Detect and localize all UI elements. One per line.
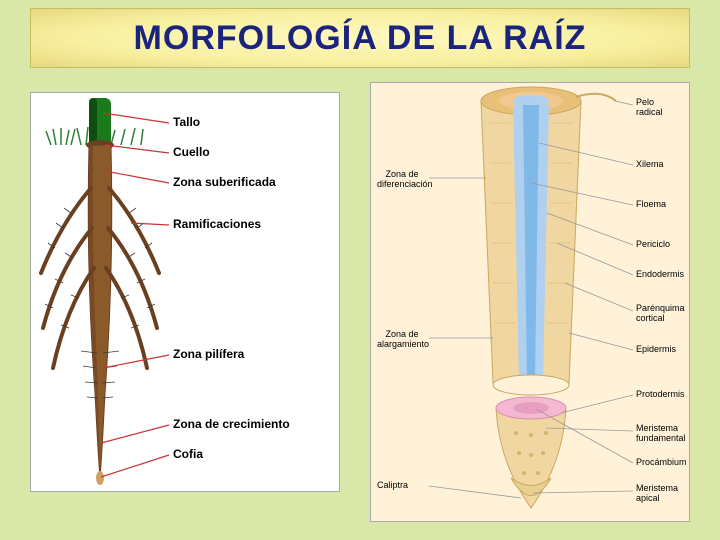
- tip-procambium: [513, 402, 549, 414]
- label-pilifera: Zona pilífera: [173, 347, 244, 361]
- label-periciclo: Periciclo: [636, 239, 670, 249]
- label-epidermis: Epidermis: [636, 344, 676, 354]
- label-pelo: Peloradical: [636, 97, 663, 117]
- label-zona-alarg: Zona dealargamiento: [377, 329, 427, 349]
- diagram-area: Tallo Cuello Zona suberificada Ramificac…: [20, 82, 700, 525]
- label-endodermis: Endodermis: [636, 269, 684, 279]
- right-panel: Zona dediferenciación Zona dealargamient…: [370, 82, 690, 522]
- label-cofia: Cofia: [173, 447, 203, 461]
- slide-page: MORFOLOGÍA DE LA RAÍZ: [0, 0, 720, 540]
- label-cuello: Cuello: [173, 145, 210, 159]
- root-hair: [576, 94, 616, 101]
- label-suberificada: Zona suberificada: [173, 175, 276, 189]
- cut-face-upper: [493, 375, 569, 395]
- label-floema: Floema: [636, 199, 666, 209]
- stem-shadow: [89, 98, 97, 146]
- label-ramificaciones: Ramificaciones: [173, 217, 261, 231]
- cofia-tip: [96, 471, 104, 485]
- label-tallo: Tallo: [173, 115, 200, 129]
- left-panel: Tallo Cuello Zona suberificada Ramificac…: [30, 92, 340, 492]
- label-meristema-apical: Meristemaapical: [636, 483, 678, 503]
- label-parenquima: Parénquimacortical: [636, 303, 685, 323]
- label-crecimiento: Zona de crecimiento: [173, 417, 290, 431]
- label-xilema: Xilema: [636, 159, 664, 169]
- label-zona-dif: Zona dediferenciación: [377, 169, 427, 189]
- title-banner: MORFOLOGÍA DE LA RAÍZ: [30, 8, 690, 68]
- label-procambium: Procámbium: [636, 457, 687, 467]
- label-meristema-fund: Meristemafundamental: [636, 423, 686, 443]
- slide-title: MORFOLOGÍA DE LA RAÍZ: [134, 19, 587, 58]
- label-protodermis: Protodermis: [636, 389, 685, 399]
- label-caliptra: Caliptra: [377, 480, 427, 490]
